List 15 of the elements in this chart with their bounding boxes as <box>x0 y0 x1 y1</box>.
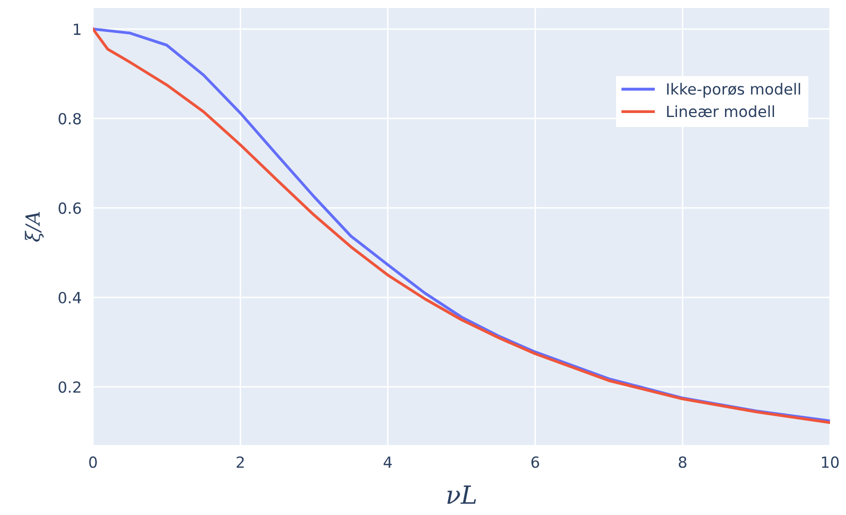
x-tick-label: 2 <box>236 456 244 468</box>
x-tick-label: 6 <box>531 456 540 468</box>
y-tick-label: 0.2 <box>58 381 80 393</box>
x-tick-label: 4 <box>384 456 392 468</box>
x-tick-label: 10 <box>822 456 839 468</box>
y-tick-label: 1 <box>74 24 80 35</box>
x-tick-label: 0 <box>89 456 97 468</box>
x-tick-label: 8 <box>678 456 686 468</box>
y-tick-label: 0.6 <box>58 202 81 214</box>
y-axis-title: ξ/A <box>24 212 44 242</box>
legend-label: Ikke-porøs modell <box>667 82 800 98</box>
y-tick-label: 0.4 <box>58 292 82 304</box>
y-tick-label: 0.8 <box>58 112 81 124</box>
legend-label: Lineær modell <box>667 105 774 118</box>
x-axis-title: νL <box>447 486 476 504</box>
